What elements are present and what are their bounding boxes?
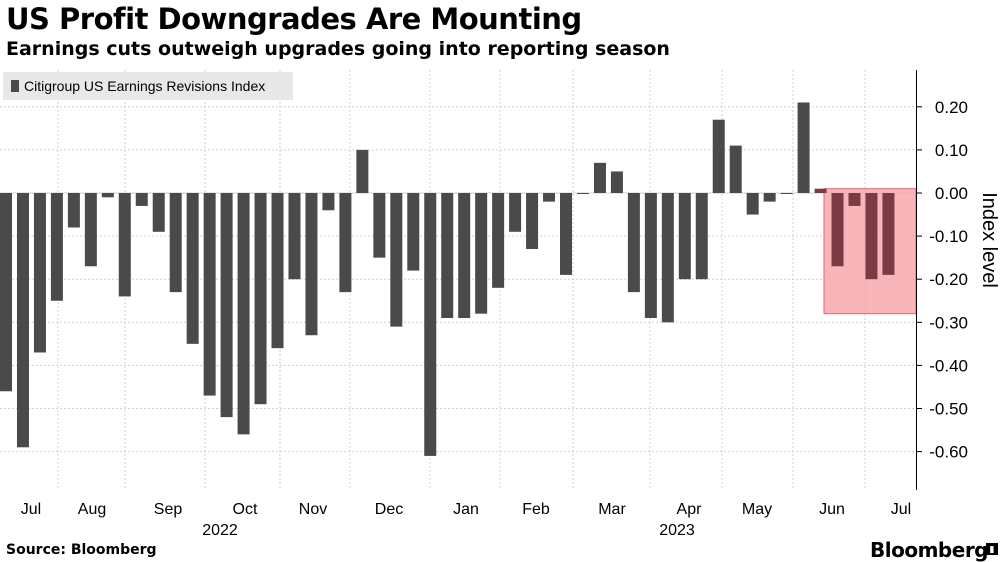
y-tick-label: -0.20 bbox=[929, 270, 968, 289]
legend-label: Citigroup US Earnings Revisions Index bbox=[24, 78, 265, 94]
bar bbox=[678, 193, 691, 280]
x-tick-label: Nov bbox=[299, 501, 327, 518]
bar bbox=[543, 193, 556, 202]
y-tick-label: -0.50 bbox=[929, 400, 968, 419]
bar bbox=[322, 193, 335, 211]
y-axis-label: Index level bbox=[978, 192, 1000, 288]
source-note: Source: Bloomberg bbox=[6, 542, 157, 558]
bar bbox=[560, 193, 573, 275]
bar bbox=[729, 145, 742, 193]
bar bbox=[576, 193, 589, 194]
bar bbox=[254, 193, 267, 405]
y-tick-label: -0.40 bbox=[929, 356, 968, 375]
legend-swatch bbox=[11, 80, 19, 92]
bar bbox=[644, 193, 657, 318]
x-year-label: 2022 bbox=[202, 522, 238, 539]
bar bbox=[627, 193, 640, 293]
bar bbox=[814, 188, 827, 193]
x-year-label: 2023 bbox=[659, 522, 695, 539]
bar bbox=[186, 193, 199, 344]
bar bbox=[509, 193, 522, 232]
bar bbox=[492, 193, 505, 288]
bar bbox=[610, 171, 623, 193]
chart-title: US Profit Downgrades Are Mounting bbox=[6, 2, 582, 36]
x-tick-label: Dec bbox=[375, 501, 403, 518]
x-tick-label: May bbox=[742, 501, 772, 518]
bar bbox=[169, 193, 182, 293]
x-tick-label: Sep bbox=[154, 501, 183, 518]
bar bbox=[712, 119, 725, 193]
bar bbox=[271, 193, 284, 349]
bar bbox=[593, 162, 606, 193]
bar bbox=[339, 193, 352, 293]
bar bbox=[780, 193, 793, 194]
x-tick-label: Feb bbox=[522, 501, 550, 518]
bar bbox=[661, 193, 674, 323]
y-tick-label: 0.10 bbox=[935, 141, 968, 160]
y-tick-label: -0.30 bbox=[929, 313, 968, 332]
bar bbox=[33, 193, 46, 353]
bar bbox=[84, 193, 97, 267]
bar bbox=[882, 193, 895, 275]
bar bbox=[848, 193, 861, 206]
x-tick-label: Jun bbox=[819, 501, 845, 518]
y-tick-label: -0.60 bbox=[929, 443, 968, 462]
bar bbox=[288, 193, 301, 280]
bar bbox=[220, 193, 233, 418]
logo-mark-icon: ▮ bbox=[986, 543, 998, 555]
x-tick-label: Jan bbox=[453, 501, 479, 518]
bloomberg-logo: Bloomberg bbox=[870, 538, 988, 562]
bar bbox=[865, 193, 878, 280]
bar bbox=[797, 102, 810, 193]
bar bbox=[0, 193, 12, 392]
bar bbox=[458, 193, 471, 318]
bar bbox=[203, 193, 216, 396]
bar bbox=[356, 149, 369, 193]
bar bbox=[373, 193, 386, 258]
bar bbox=[746, 193, 759, 215]
bar bbox=[152, 193, 165, 232]
y-tick-label: 0.20 bbox=[935, 98, 968, 117]
bar bbox=[135, 193, 148, 206]
bar bbox=[50, 193, 63, 301]
bar bbox=[407, 193, 420, 271]
x-tick-label: Aug bbox=[78, 501, 106, 518]
bar-chart: 0.20 0.10 0.00 -0.10 -0.20 -0.30 -0.40 -0.50 -0.… bbox=[0, 70, 1000, 539]
bar bbox=[101, 193, 114, 198]
bar bbox=[441, 193, 454, 318]
bar bbox=[118, 193, 131, 297]
bar bbox=[16, 193, 29, 448]
legend-box bbox=[3, 72, 293, 100]
bar bbox=[475, 193, 488, 314]
x-tick-label: Jul bbox=[891, 501, 911, 518]
bar bbox=[831, 193, 844, 267]
bar bbox=[424, 193, 437, 456]
chart-subtitle: Earnings cuts outweigh upgrades going in… bbox=[6, 38, 670, 60]
x-tick-label: Mar bbox=[598, 501, 626, 518]
bar bbox=[237, 193, 250, 435]
x-tick-label: Apr bbox=[677, 501, 703, 518]
y-tick-label: -0.10 bbox=[929, 227, 968, 246]
bar bbox=[67, 193, 80, 228]
x-tick-label: Jul bbox=[21, 501, 41, 518]
bar bbox=[526, 193, 539, 250]
bar bbox=[695, 193, 708, 280]
bar bbox=[390, 193, 403, 327]
x-tick-label: Oct bbox=[233, 501, 258, 518]
bar bbox=[305, 193, 318, 336]
bar bbox=[763, 193, 776, 202]
y-tick-label: 0.00 bbox=[935, 184, 968, 203]
